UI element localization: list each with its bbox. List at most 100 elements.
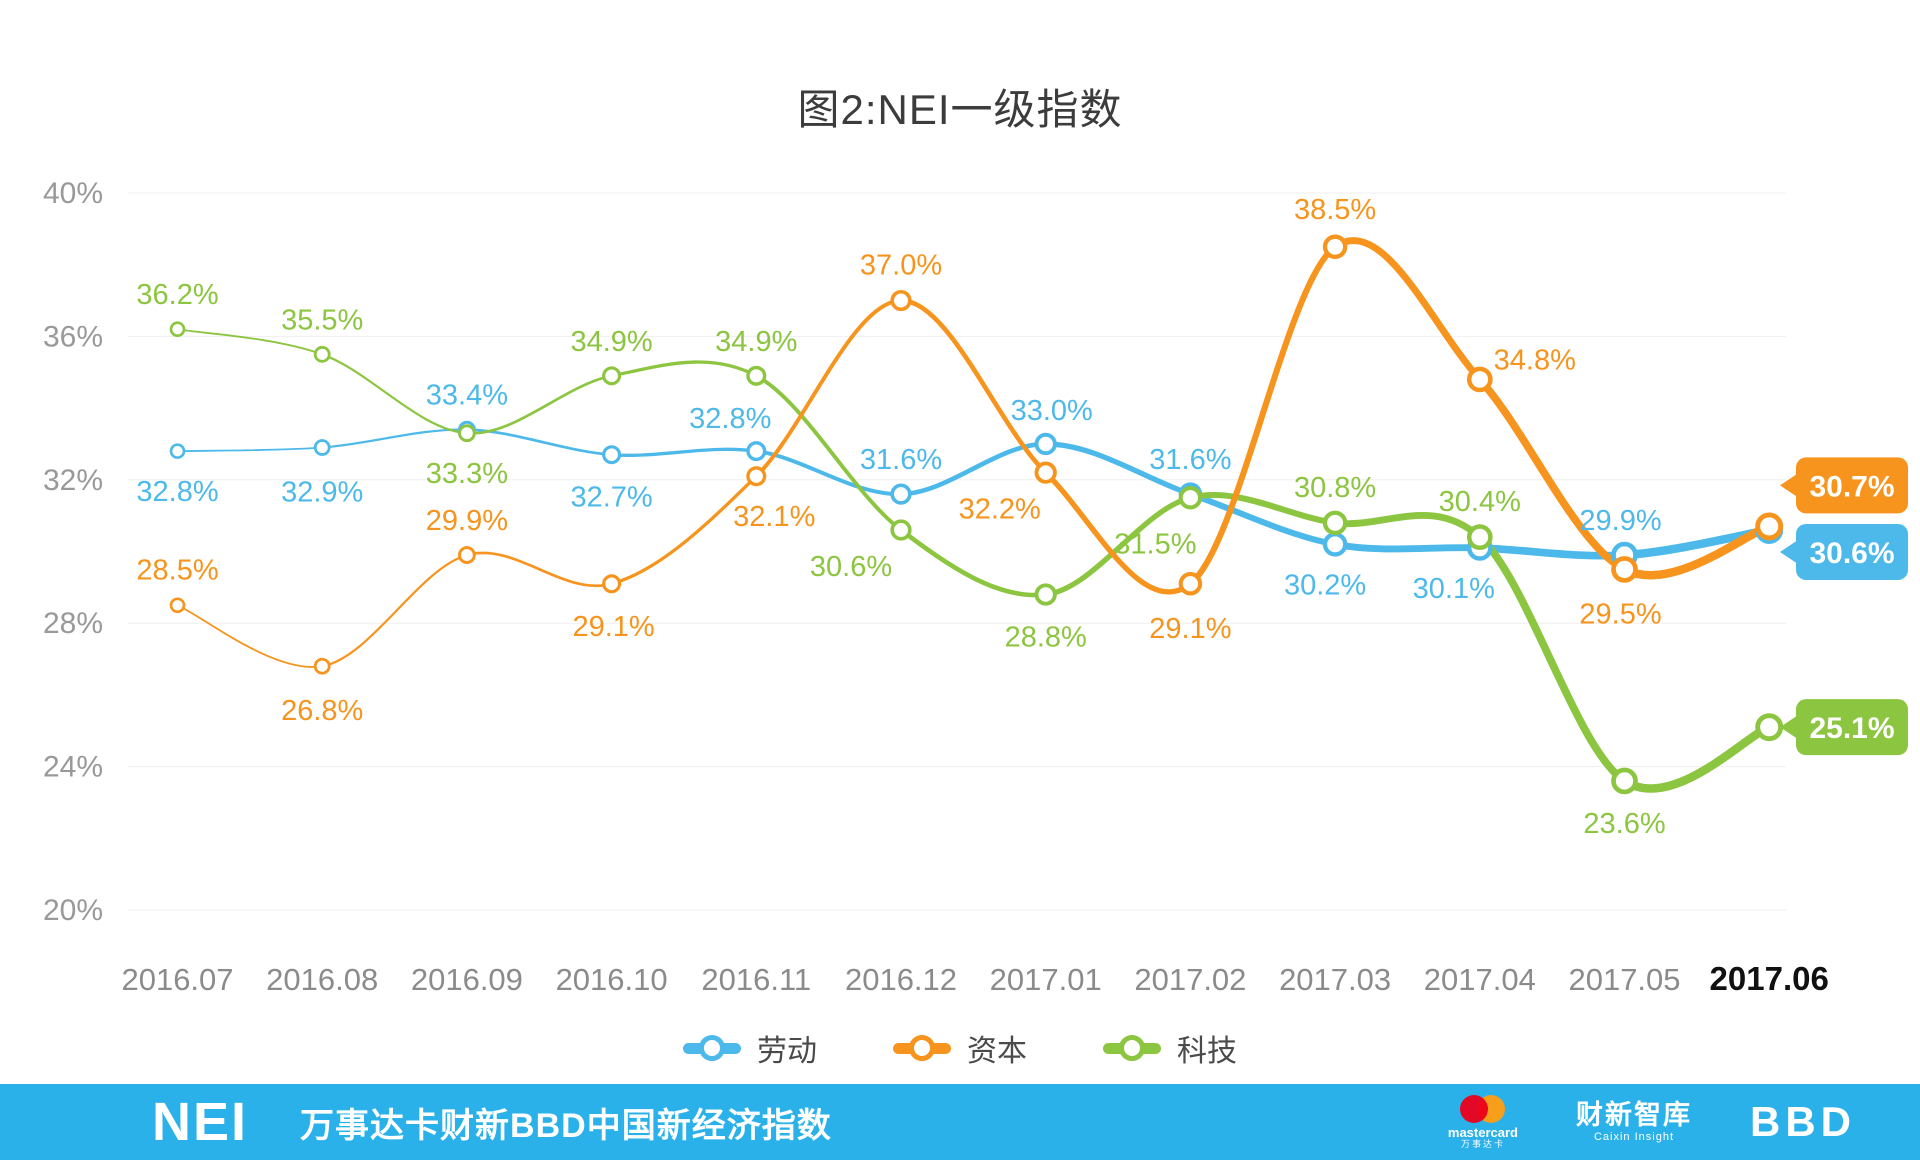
legend-label: 劳动: [757, 1035, 817, 1068]
data-point-label: 29.9%: [426, 505, 508, 537]
legend-line-icon: [1103, 1035, 1161, 1061]
x-tick-label: 2016.07: [121, 962, 233, 997]
data-point-label: 33.0%: [1011, 395, 1093, 427]
data-point-marker: [1034, 583, 1057, 606]
y-tick-label: 20%: [43, 894, 103, 927]
legend-item-1: 资本: [893, 1026, 1027, 1070]
data-point-marker: [1611, 767, 1638, 795]
x-tick-label: 2017.01: [990, 962, 1102, 997]
data-point-label: 32.2%: [959, 494, 1041, 526]
data-point-label: 31.6%: [860, 444, 942, 476]
data-point-marker: [1034, 432, 1057, 456]
x-tick-label: 2017.03: [1279, 962, 1391, 997]
nei-logo: NEI: [152, 1092, 249, 1152]
caixin-insight-logo: 财新智库 Caixin Insight: [1576, 1100, 1692, 1143]
x-tick-label: 2017.06: [1710, 960, 1829, 997]
legend-marker-icon: [909, 1035, 935, 1061]
data-point-marker: [169, 597, 186, 614]
data-point-marker: [1322, 532, 1348, 557]
data-point-label: 29.1%: [572, 611, 654, 643]
data-point-label: 33.3%: [426, 458, 508, 490]
data-point-marker: [1178, 572, 1203, 596]
data-point-label: 34.8%: [1494, 344, 1576, 376]
caixin-sub-label: Caixin Insight: [1593, 1130, 1675, 1143]
series-line-segment: [1043, 495, 1194, 598]
data-point-marker: [313, 345, 331, 363]
bbd-logo: BBD: [1750, 1097, 1856, 1145]
data-point-marker: [890, 519, 912, 541]
series-line-segment: [1620, 722, 1774, 793]
x-tick-label: 2017.04: [1424, 962, 1536, 997]
data-point-label: 30.2%: [1284, 569, 1366, 601]
data-point-marker: [890, 483, 912, 505]
mastercard-chinese-label: 万事达卡: [1460, 1138, 1505, 1149]
y-tick-label: 24%: [43, 751, 103, 784]
data-point-label: 32.8%: [136, 476, 218, 508]
series-line-segment: [176, 328, 324, 356]
series-line-segment: [176, 604, 324, 668]
data-point-label: 30.4%: [1439, 486, 1521, 518]
legend-label: 科技: [1177, 1035, 1237, 1068]
x-tick-label: 2017.02: [1134, 962, 1246, 997]
data-point-label: 31.6%: [1149, 444, 1231, 476]
series-line-segment: [1331, 540, 1484, 553]
data-point-marker: [746, 365, 767, 386]
legend-line-icon: [683, 1035, 741, 1061]
end-value-badge-label: 30.6%: [1809, 537, 1894, 570]
series-line-segment: [609, 360, 758, 378]
end-value-badge-label: 30.7%: [1809, 470, 1894, 503]
y-tick-label: 32%: [43, 464, 103, 497]
data-point-label: 38.5%: [1294, 194, 1376, 226]
data-point-label: 29.9%: [1579, 505, 1661, 537]
data-point-label: 33.4%: [426, 380, 508, 412]
series-line-segment: [1043, 469, 1194, 595]
data-point-label: 31.5%: [1114, 529, 1196, 561]
series-line-segment: [609, 474, 758, 586]
y-tick-label: 36%: [43, 320, 103, 353]
data-point-label: 32.7%: [570, 482, 652, 514]
series-line-segment: [321, 553, 468, 668]
data-point-marker: [890, 289, 912, 312]
data-point-marker: [1466, 366, 1493, 393]
mastercard-logo: mastercard 万事达卡: [1448, 1094, 1518, 1149]
data-point-marker: [169, 321, 186, 338]
data-point-label: 32.9%: [281, 477, 363, 509]
y-tick-label: 40%: [43, 177, 103, 210]
data-point-marker: [746, 466, 767, 487]
x-tick-label: 2016.08: [266, 962, 378, 997]
data-point-label: 28.5%: [136, 554, 218, 586]
footer-title: 万事达卡财新BBD中国新经济指数: [300, 1106, 832, 1145]
data-point-marker: [746, 441, 767, 462]
x-tick-label: 2016.09: [411, 962, 523, 997]
series-line-segment: [898, 527, 1049, 598]
x-tick-label: 2016.11: [701, 962, 811, 997]
legend-marker-icon: [699, 1035, 725, 1061]
x-tick-label: 2016.10: [556, 962, 668, 997]
data-point-marker: [1034, 461, 1057, 484]
data-point-label: 30.8%: [1294, 472, 1376, 504]
data-point-label: 30.6%: [810, 551, 892, 583]
series-line-segment: [321, 428, 468, 449]
data-point-marker: [169, 443, 186, 459]
end-value-badge: [1796, 457, 1908, 514]
end-badge-arrow: [1780, 539, 1798, 564]
data-point-marker: [1755, 512, 1784, 541]
series-line-segment: [1331, 512, 1484, 541]
mastercard-red-circle-icon: [1460, 1094, 1489, 1123]
data-point-label: 36.2%: [136, 279, 218, 311]
data-point-marker: [313, 657, 331, 675]
series-line-segment: [1187, 491, 1339, 526]
data-point-marker: [1322, 234, 1348, 260]
series-line-segment: [321, 353, 468, 435]
series-line-segment: [898, 298, 1049, 475]
data-point-label: 30.1%: [1413, 573, 1495, 605]
series-line-segment: [1331, 237, 1484, 383]
legend-item-2: 科技: [1103, 1026, 1237, 1070]
data-point-label: 34.9%: [570, 326, 652, 358]
series-line-segment: [1187, 243, 1339, 587]
series-line-segment: [754, 298, 903, 479]
end-badge-arrow: [1780, 715, 1798, 740]
data-point-marker: [1322, 510, 1348, 536]
data-point-label: 32.8%: [689, 403, 771, 435]
